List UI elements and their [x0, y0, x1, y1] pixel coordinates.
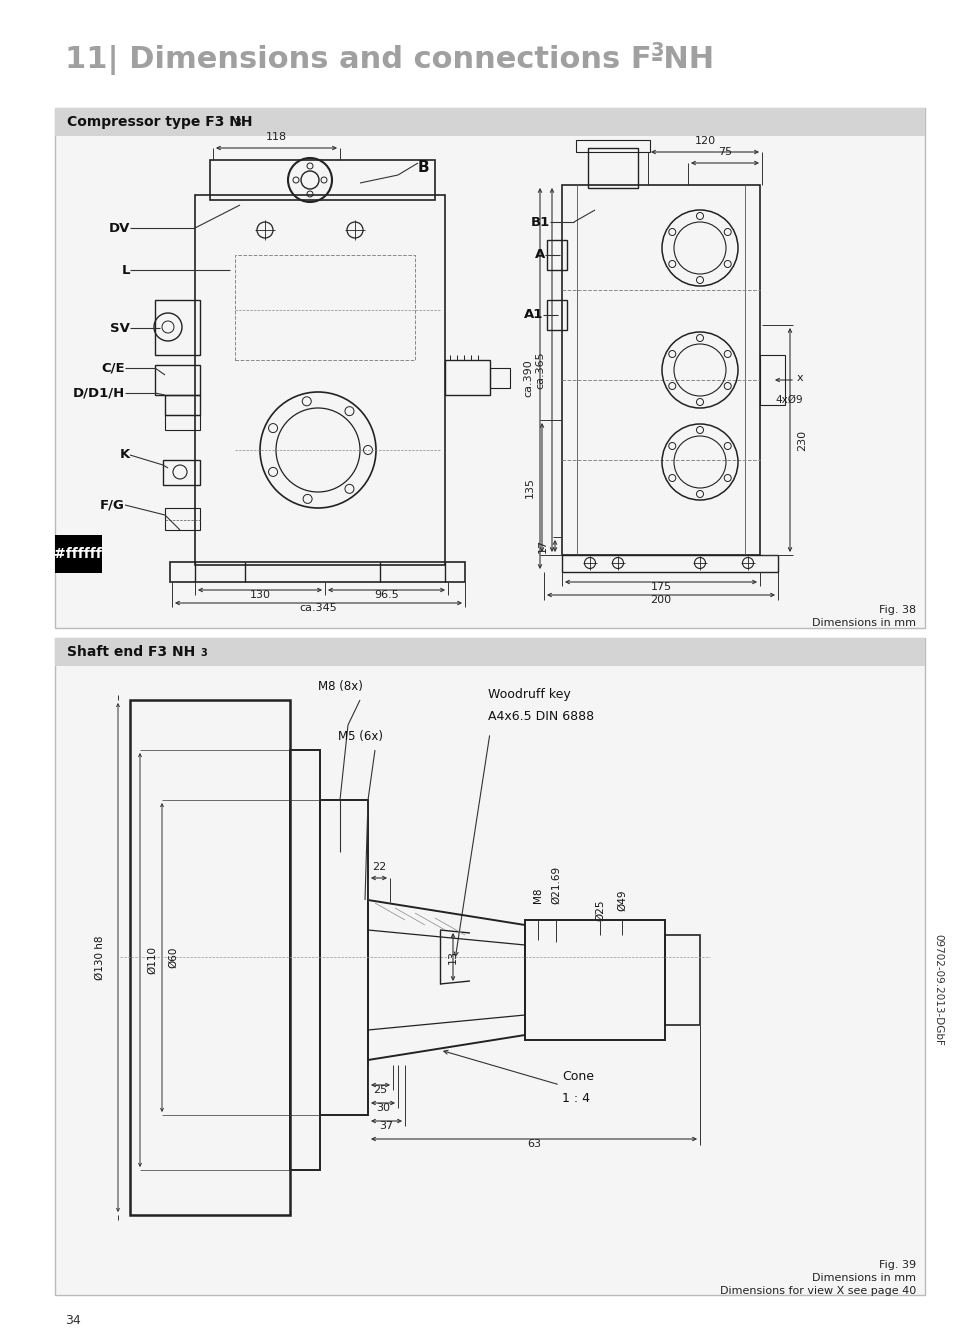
Text: A1: A1 — [523, 308, 542, 321]
Bar — [561, 554, 778, 572]
Text: Woodruff key: Woodruff key — [488, 688, 570, 702]
Text: C/E: C/E — [101, 362, 125, 375]
Text: D/D1/H: D/D1/H — [72, 387, 125, 399]
Text: A4x6.5 DIN 6888: A4x6.5 DIN 6888 — [488, 710, 594, 723]
Text: Ø21.69: Ø21.69 — [551, 866, 560, 904]
Text: K: K — [120, 449, 130, 462]
Text: 4xØ9: 4xØ9 — [774, 395, 801, 404]
Bar — [55, 637, 924, 665]
Text: M8: M8 — [533, 888, 542, 902]
Bar — [234, 254, 415, 360]
Text: ca.345: ca.345 — [299, 603, 337, 613]
Text: B1: B1 — [530, 216, 550, 229]
Bar — [163, 461, 200, 485]
Bar — [664, 935, 700, 1024]
Text: 09702-09.2013-DGbF: 09702-09.2013-DGbF — [932, 935, 942, 1046]
Bar — [290, 750, 319, 1170]
Bar — [194, 195, 444, 565]
Bar — [760, 355, 784, 404]
Text: 175: 175 — [650, 582, 671, 592]
Text: 22: 22 — [372, 862, 386, 872]
Bar — [154, 300, 200, 355]
Text: 118: 118 — [266, 133, 287, 142]
Text: 130: 130 — [250, 590, 271, 600]
Bar — [210, 159, 435, 200]
Text: 11| Dimensions and connections F-NH: 11| Dimensions and connections F-NH — [65, 46, 714, 75]
Text: DV: DV — [109, 221, 130, 234]
Text: Cone: Cone — [561, 1070, 594, 1083]
Text: 135: 135 — [524, 477, 535, 498]
Text: 25: 25 — [373, 1085, 387, 1095]
Bar — [490, 368, 510, 388]
Text: M5 (6x): M5 (6x) — [337, 730, 382, 743]
Text: 75: 75 — [718, 147, 731, 157]
Text: 63: 63 — [526, 1139, 540, 1149]
Text: Ø49: Ø49 — [617, 889, 626, 911]
Text: 1 : 4: 1 : 4 — [561, 1093, 589, 1105]
Bar — [165, 395, 200, 415]
Text: 96.5: 96.5 — [374, 590, 398, 600]
Text: 3: 3 — [233, 118, 240, 129]
Bar — [55, 108, 924, 137]
Text: A: A — [535, 249, 544, 261]
Text: L: L — [121, 264, 130, 276]
Text: Ø25: Ø25 — [595, 900, 604, 921]
Bar — [154, 366, 200, 395]
Text: Ø110: Ø110 — [147, 945, 157, 973]
Bar — [55, 536, 102, 573]
Bar — [444, 360, 490, 395]
Text: #ffffff: #ffffff — [54, 548, 102, 561]
Text: Compressor type F3 NH: Compressor type F3 NH — [67, 115, 253, 129]
Text: 200: 200 — [650, 595, 671, 605]
Text: Fig. 38
Dimensions in mm: Fig. 38 Dimensions in mm — [811, 605, 915, 628]
Bar — [319, 799, 368, 1115]
Bar — [170, 562, 464, 582]
Bar — [165, 507, 200, 530]
Bar — [524, 920, 664, 1040]
Bar — [55, 108, 924, 628]
Text: x: x — [796, 374, 802, 383]
Text: 17: 17 — [537, 538, 547, 553]
Text: F/G: F/G — [100, 498, 125, 511]
Text: Shaft end F3 NH: Shaft end F3 NH — [67, 645, 195, 659]
Bar — [546, 300, 566, 329]
Bar — [546, 240, 566, 270]
Bar — [165, 415, 200, 430]
Text: ca.390: ca.390 — [522, 360, 533, 398]
Text: 30: 30 — [375, 1103, 390, 1113]
Text: 3: 3 — [650, 42, 664, 60]
Text: Ø60: Ø60 — [168, 947, 178, 968]
Text: Fig. 39
Dimensions in mm
Dimensions for view X see page 40: Fig. 39 Dimensions in mm Dimensions for … — [719, 1260, 915, 1296]
Text: SV: SV — [110, 321, 130, 335]
Bar — [587, 149, 638, 187]
Bar — [576, 141, 649, 153]
Text: Ø130 h8: Ø130 h8 — [95, 935, 105, 980]
Bar — [130, 700, 290, 1214]
Text: 230: 230 — [796, 430, 806, 450]
Text: B: B — [417, 159, 429, 175]
Text: 34: 34 — [65, 1314, 81, 1327]
Text: ca.365: ca.365 — [535, 351, 544, 388]
Text: 120: 120 — [694, 137, 715, 146]
Text: M8 (8x): M8 (8x) — [317, 680, 362, 694]
Text: 37: 37 — [379, 1121, 394, 1131]
Bar — [561, 185, 760, 554]
Text: 3: 3 — [200, 648, 207, 657]
Text: 13: 13 — [448, 949, 457, 964]
Bar — [55, 637, 924, 1295]
